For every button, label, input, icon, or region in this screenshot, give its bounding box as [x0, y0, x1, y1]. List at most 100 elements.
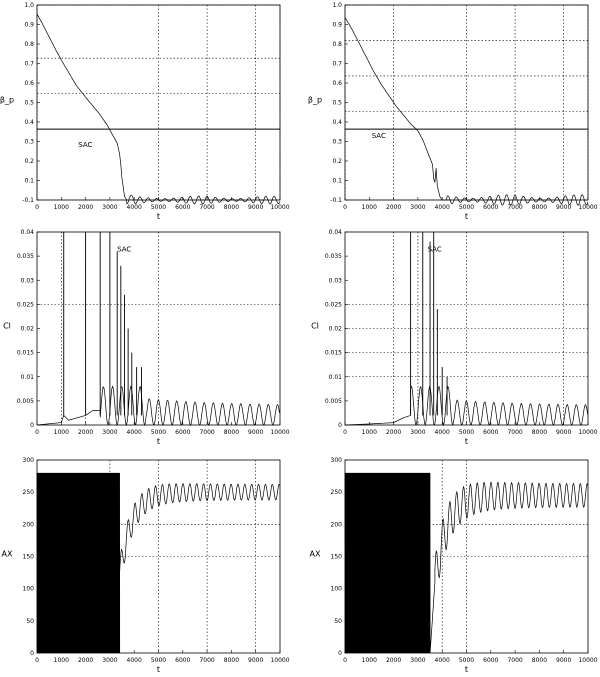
x-tick-label: 1000 — [54, 429, 69, 436]
x-tick-label: 3000 — [102, 204, 117, 211]
y-tick-label: 0.005 — [325, 398, 342, 405]
y-tick-label: 0.4 — [332, 119, 342, 126]
x-axis-label: t — [157, 212, 160, 221]
y-tick-label: 0.035 — [325, 253, 342, 260]
x-tick-label: 9000 — [556, 204, 571, 211]
y-tick-label: 0.01 — [21, 374, 35, 381]
chart-top-left: 0 1000 2000 3000 4000 5000 6000 7000 8000 9000 100… — [0, 2, 290, 221]
x-tick-label: 8000 — [532, 429, 547, 436]
y-tick-label: 300 — [23, 457, 35, 464]
y-tick-label: 0.3 — [24, 139, 34, 146]
x-tick-label: 5000 — [459, 657, 474, 664]
y-tick-label: 0.8 — [332, 41, 342, 48]
x-tick-label: 9000 — [556, 429, 571, 436]
y-tick-label: 100 — [331, 586, 343, 593]
y-axis-label: AX — [2, 550, 13, 559]
y-tick-label: 0.5 — [24, 100, 34, 107]
y-tick-label: 0.015 — [325, 350, 342, 357]
x-tick-label: 2000 — [386, 204, 401, 211]
x-tick-label: 6000 — [175, 429, 190, 436]
y-tick-label: 50 — [334, 618, 342, 625]
x-tick-label: 0 — [35, 204, 39, 211]
y-tick-label: 0.6 — [24, 80, 34, 87]
x-tick-label: 9000 — [556, 657, 571, 664]
x-tick-label: 0 — [35, 429, 39, 436]
y-tick-label: 0 — [338, 650, 342, 657]
y-tick-label: 0.02 — [21, 326, 35, 333]
y-tick-label: 1.0 — [332, 2, 342, 9]
x-tick-label: 6000 — [483, 429, 498, 436]
y-tick-label: 0.1 — [24, 178, 34, 185]
x-tick-label: 7000 — [507, 657, 522, 664]
x-tick-label: 0 — [343, 657, 347, 664]
x-tick-label: 7000 — [199, 204, 214, 211]
y-tick-label: 0.2 — [332, 158, 342, 165]
x-tick-label: 10000 — [270, 657, 289, 664]
y-axis-label: Cl — [3, 322, 11, 331]
x-tick-label: 5000 — [459, 204, 474, 211]
x-tick-label: 7000 — [507, 204, 522, 211]
annotation-label: SAC — [428, 245, 442, 253]
y-tick-label: 0.02 — [329, 326, 343, 333]
y-tick-label: 0.2 — [24, 158, 34, 165]
y-tick-label: 0.01 — [329, 374, 343, 381]
x-tick-label: 8000 — [224, 429, 239, 436]
x-tick-label: 1000 — [362, 204, 377, 211]
x-axis-label: t — [157, 437, 160, 446]
x-tick-label: 3000 — [102, 657, 117, 664]
x-tick-label: 0 — [343, 429, 347, 436]
y-tick-label: 0.005 — [17, 398, 34, 405]
x-tick-label: 10000 — [270, 204, 289, 211]
x-tick-label: 2000 — [78, 429, 93, 436]
series-line — [344, 385, 589, 427]
x-tick-label: 4000 — [127, 657, 142, 664]
y-tick-label: 0.03 — [329, 277, 343, 284]
y-tick-label: 250 — [331, 489, 343, 496]
x-tick-label: 7000 — [199, 429, 214, 436]
x-tick-label: 4000 — [435, 657, 450, 664]
x-tick-label: 3000 — [410, 204, 425, 211]
x-tick-label: 0 — [35, 657, 39, 664]
x-tick-label: 1000 — [362, 657, 377, 664]
x-tick-label: 9000 — [248, 657, 263, 664]
x-tick-label: 9000 — [248, 204, 263, 211]
x-tick-label: 1000 — [54, 204, 69, 211]
x-tick-label: 8000 — [532, 204, 547, 211]
x-tick-label: 4000 — [127, 204, 142, 211]
chart-bottom-right: 0 1000 2000 3000 4000 5000 6000 7000 8000 9000 100… — [310, 457, 598, 674]
annotation-label: SAC — [78, 141, 92, 149]
y-tick-label: 50 — [26, 618, 34, 625]
y-tick-label: 0.025 — [17, 301, 34, 308]
x-tick-label: 8000 — [532, 657, 547, 664]
x-tick-label: 0 — [343, 204, 347, 211]
chart-middle-left: 0 1000 2000 3000 4000 5000 6000 7000 8000 9000 100… — [3, 229, 290, 446]
x-tick-label: 2000 — [386, 429, 401, 436]
y-tick-label: 0.4 — [24, 119, 34, 126]
series-line — [344, 472, 589, 654]
x-tick-label: 3000 — [410, 429, 425, 436]
y-tick-label: 0.04 — [21, 229, 35, 236]
x-axis-label: t — [157, 665, 160, 674]
x-tick-label: 10000 — [270, 429, 289, 436]
chart-top-right: 0 1000 2000 3000 4000 5000 6000 7000 8000 9000 100… — [308, 2, 598, 221]
y-tick-label: 0.8 — [24, 41, 34, 48]
x-tick-label: 6000 — [175, 204, 190, 211]
x-tick-label: 4000 — [435, 429, 450, 436]
x-tick-label: 10000 — [578, 204, 597, 211]
x-tick-label: 8000 — [224, 657, 239, 664]
y-tick-label: 0.9 — [24, 22, 34, 29]
annotation-label: SAC — [117, 245, 131, 253]
x-axis-label: t — [465, 212, 468, 221]
y-axis-label: Cl — [311, 322, 319, 331]
x-tick-label: 7000 — [507, 429, 522, 436]
x-tick-label: 2000 — [386, 657, 401, 664]
y-tick-label: 0.04 — [329, 229, 343, 236]
chart-middle-right: 0 1000 2000 3000 4000 5000 6000 7000 8000 9000 100… — [311, 229, 598, 446]
y-tick-label: 150 — [331, 554, 343, 561]
y-tick-label: 250 — [23, 489, 35, 496]
x-tick-label: 2000 — [78, 657, 93, 664]
x-tick-label: 8000 — [224, 204, 239, 211]
x-tick-label: 5000 — [459, 429, 474, 436]
